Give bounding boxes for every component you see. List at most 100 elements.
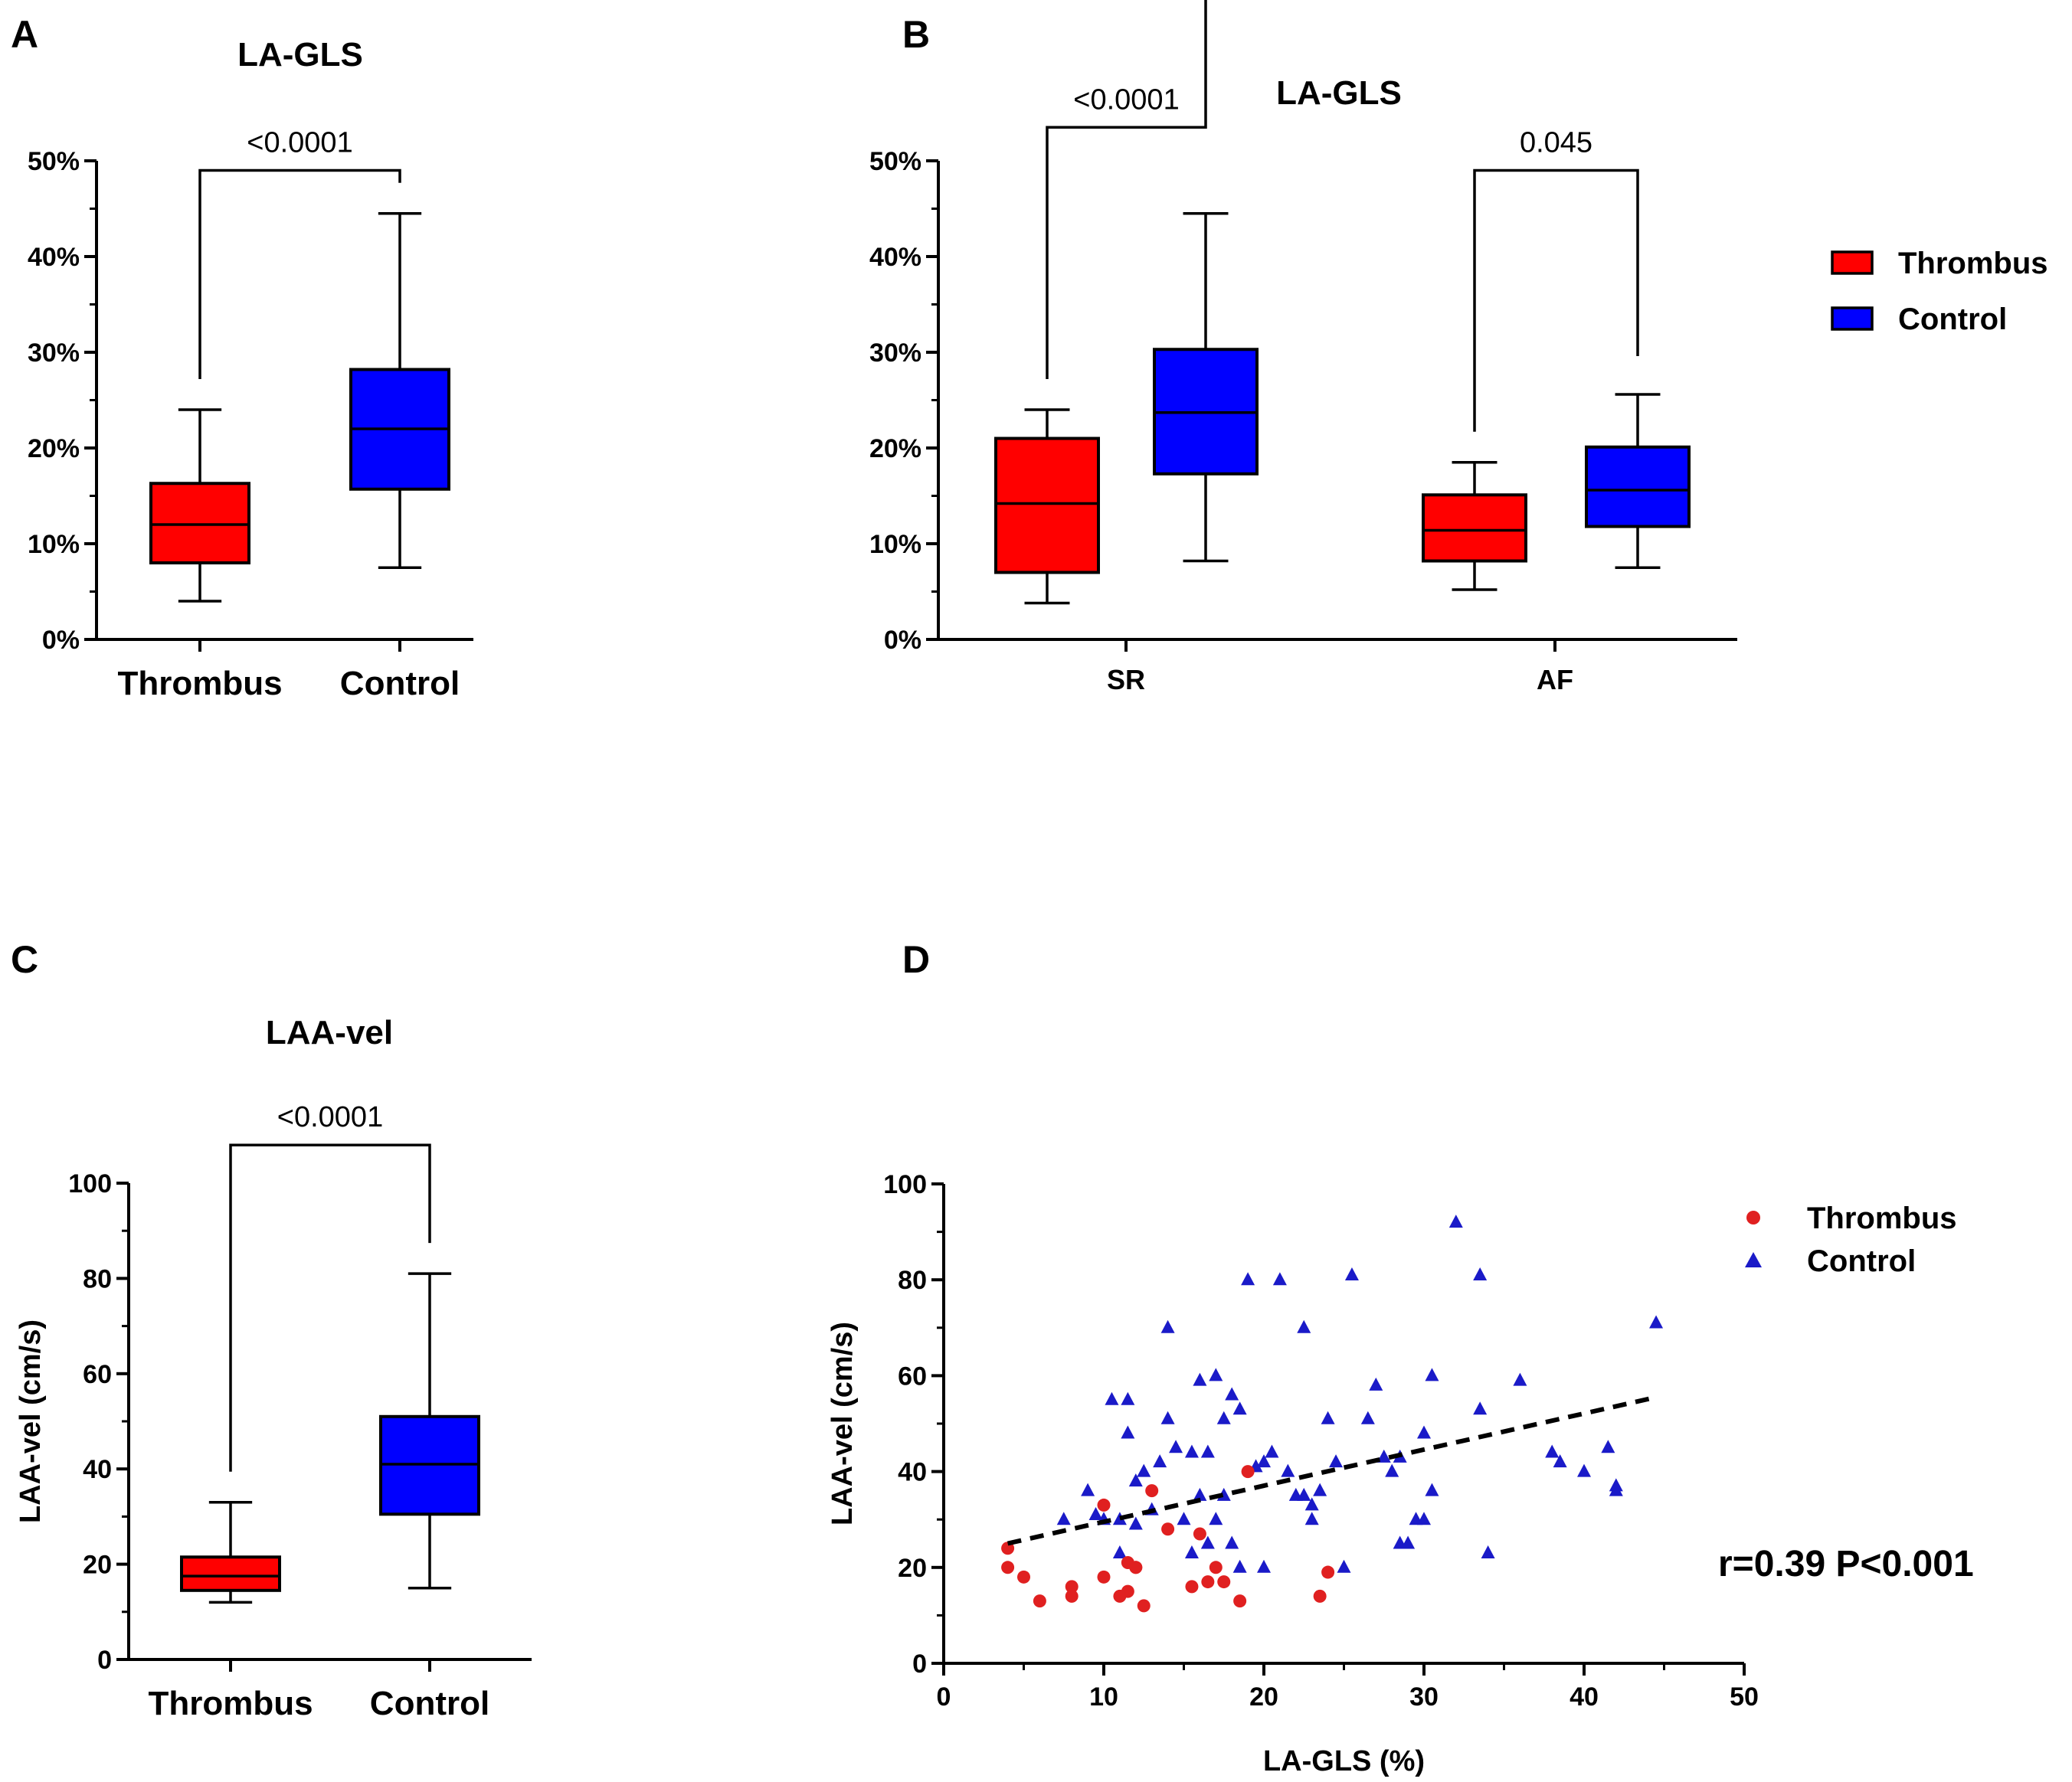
panel-d-thrombus-point <box>1145 1484 1159 1498</box>
panel-b-significance-bracket <box>1473 168 1639 432</box>
panel-d-control-point <box>1649 1315 1664 1329</box>
panel-d-control-point <box>1304 1497 1319 1511</box>
panel-d-x-tick-label: 20 <box>1249 1682 1278 1712</box>
panel-b-y-tick-label: 40% <box>869 243 921 272</box>
panel-b-chart: LA-GLS 0% 10% 20% 30% 40% 50% SR AF <0.0001 0.045 T… <box>869 0 2048 695</box>
panel-letter-b: B <box>902 13 930 56</box>
panel-d-control-point <box>1232 1559 1247 1573</box>
panel-d-thrombus-point <box>1121 1584 1134 1598</box>
panel-d-control-point <box>1056 1512 1071 1525</box>
panel-c-category-label: Thrombus <box>148 1685 313 1722</box>
panel-d-control-point <box>1425 1483 1439 1496</box>
panel-d-control-point <box>1200 1444 1215 1458</box>
panel-d-thrombus-point <box>1033 1594 1046 1608</box>
panel-d-control-point <box>1200 1535 1215 1549</box>
panel-d-control-point <box>1448 1215 1463 1228</box>
panel-d-control-point <box>1209 1512 1223 1525</box>
panel-b-legend-swatch <box>1831 306 1874 331</box>
panel-d-control-point <box>1169 1440 1183 1453</box>
panel-d-correlation-annotation: r=0.39 P<0.001 <box>1718 1544 1974 1584</box>
panel-a-y-tick-label: 20% <box>28 434 80 463</box>
panel-d-thrombus-point <box>1241 1465 1255 1479</box>
panel-d-control-point <box>1121 1391 1135 1405</box>
panel-d-control-point <box>1193 1372 1207 1386</box>
panel-a-category-label: Thrombus <box>117 665 282 702</box>
panel-a-title: LA-GLS <box>237 36 363 74</box>
panel-d-control-point <box>1417 1512 1431 1525</box>
panel-c-y-axis-title: LAA-vel (cm/s) <box>15 1319 47 1523</box>
panel-d-control-point <box>1265 1444 1279 1458</box>
panel-d-thrombus-point <box>1209 1561 1223 1574</box>
panel-b-box <box>994 437 1100 574</box>
panel-d-control-point <box>1337 1559 1351 1573</box>
panel-d-thrombus-point <box>1097 1498 1111 1512</box>
panel-c-title: LAA-vel <box>266 1014 393 1051</box>
panel-d-thrombus-point <box>1065 1589 1079 1603</box>
panel-d-y-tick-label: 20 <box>898 1554 927 1583</box>
panel-d-thrombus-point <box>1185 1580 1199 1594</box>
panel-d-control-point <box>1553 1454 1567 1468</box>
panel-a-y-tick-label: 40% <box>28 243 80 272</box>
panel-d-control-point <box>1128 1473 1143 1487</box>
panel-c-category-label: Control <box>370 1685 489 1722</box>
panel-b-y-tick-label: 20% <box>869 434 921 463</box>
panel-a-y-tick-label: 30% <box>28 338 80 368</box>
panel-d-thrombus-point <box>1217 1575 1231 1589</box>
panel-d-y-axis-title: LAA-vel (cm/s) <box>827 1322 859 1525</box>
panel-d-trend-line <box>1007 1395 1657 1546</box>
panel-d-control-point <box>1609 1478 1623 1492</box>
panel-b-legend-label: Control <box>1898 302 2007 336</box>
panel-b-significance-bracket <box>1046 0 1207 379</box>
panel-d-control-point <box>1313 1483 1327 1496</box>
panel-d-thrombus-point <box>1233 1594 1247 1608</box>
panel-b-group-label: SR <box>1107 664 1145 695</box>
panel-d-legend-label: Control <box>1807 1244 1916 1278</box>
panel-d-control-point <box>1369 1377 1383 1391</box>
panel-c-y-tick-label: 20 <box>83 1551 112 1580</box>
panel-d-control-point <box>1360 1411 1375 1424</box>
panel-b-p-value: <0.0001 <box>1073 83 1179 116</box>
panel-d-control-point <box>1473 1401 1488 1415</box>
panel-d-control-point <box>1232 1401 1247 1415</box>
panel-c-y-tick-label: 80 <box>83 1264 112 1293</box>
panel-d-control-point <box>1281 1463 1295 1477</box>
panel-d-control-point <box>1081 1483 1095 1496</box>
panel-d-control-point <box>1473 1267 1488 1280</box>
panel-d-control-point <box>1297 1487 1311 1501</box>
panel-d-x-tick-label: 40 <box>1570 1682 1599 1712</box>
panel-c-y-tick-label: 100 <box>68 1169 112 1198</box>
panel-c-box <box>180 1555 281 1592</box>
panel-d-control-point <box>1105 1391 1119 1405</box>
panel-c-y-tick-label: 60 <box>83 1360 112 1389</box>
panel-d-x-tick-label: 10 <box>1089 1682 1118 1712</box>
panel-a-category-label: Control <box>340 665 460 702</box>
panel-d-control-point <box>1304 1512 1319 1525</box>
panel-b-group-label: AF <box>1537 664 1573 695</box>
panel-d-control-point <box>1137 1463 1151 1477</box>
panel-d-thrombus-point <box>1201 1575 1215 1589</box>
panel-d-control-point <box>1376 1449 1391 1463</box>
panel-d-control-point <box>1112 1512 1127 1525</box>
panel-a-p-value: <0.0001 <box>247 127 352 159</box>
panel-d-control-point <box>1344 1267 1359 1280</box>
panel-d-control-point <box>1601 1440 1615 1453</box>
panel-d-control-point <box>1401 1535 1416 1549</box>
panel-d-control-point <box>1481 1545 1495 1559</box>
panel-d-control-point <box>1297 1319 1311 1333</box>
panel-d-control-point <box>1257 1454 1271 1468</box>
panel-d-control-point <box>1160 1319 1175 1333</box>
panel-b-legend-swatch <box>1831 250 1874 275</box>
panel-a-chart: LA-GLS 0% 10% 20% 30% 40% 50% Thrombus Control <0… <box>28 36 473 702</box>
panel-d-x-tick-label: 50 <box>1730 1682 1759 1712</box>
panel-d-thrombus-point <box>1193 1527 1206 1541</box>
panel-d-y-tick-label: 60 <box>898 1362 927 1391</box>
panel-b-box <box>1585 445 1691 528</box>
panel-d-control-point <box>1329 1454 1344 1468</box>
panel-d-thrombus-point <box>1161 1522 1175 1536</box>
panel-d-control-point <box>1272 1272 1287 1286</box>
panel-c-significance-bracket <box>229 1143 431 1472</box>
panel-d-control-point <box>1385 1463 1399 1477</box>
panel-d-legend-label: Thrombus <box>1807 1202 1957 1235</box>
panel-d-control-point <box>1112 1545 1127 1559</box>
panel-c-p-value: <0.0001 <box>277 1101 383 1133</box>
